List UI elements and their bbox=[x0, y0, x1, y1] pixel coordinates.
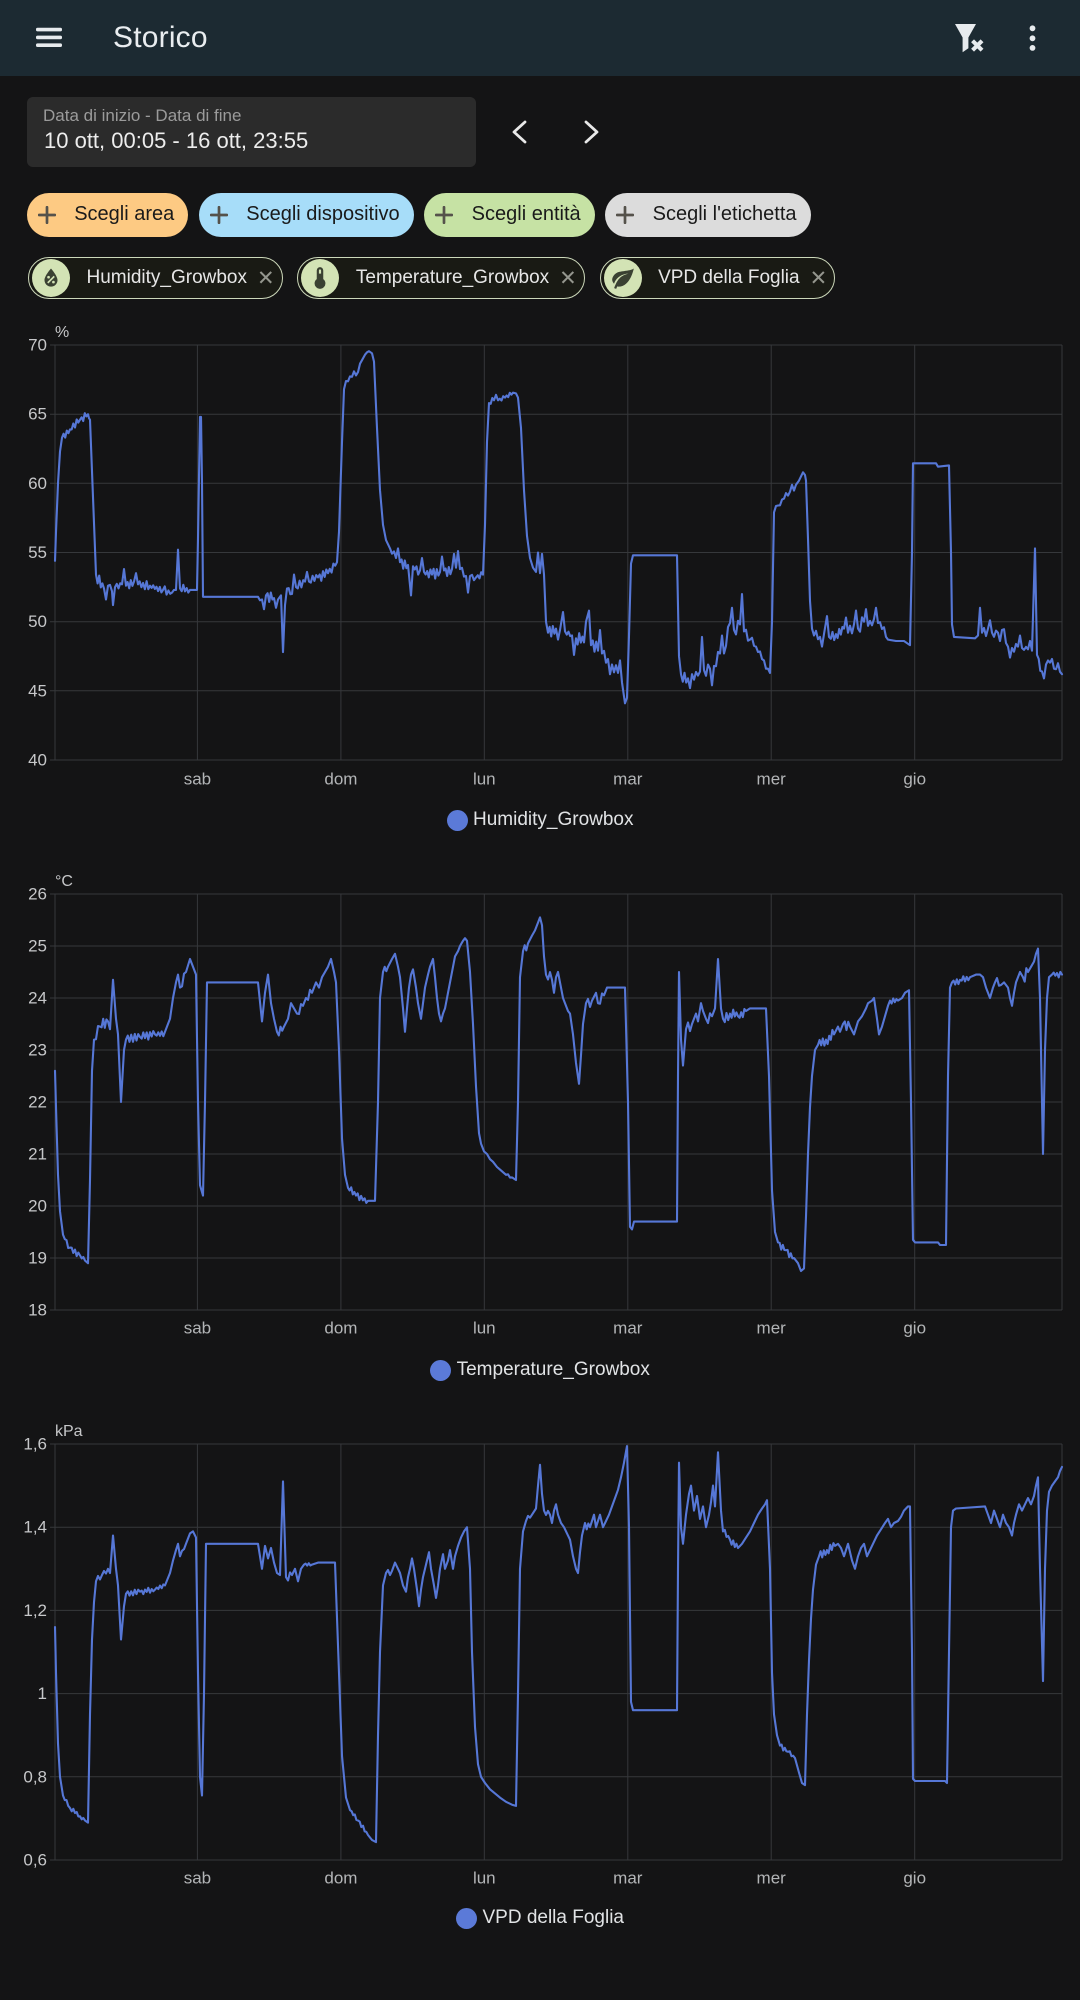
svg-text:25: 25 bbox=[28, 937, 47, 956]
svg-text:1,2: 1,2 bbox=[23, 1601, 47, 1620]
svg-text:1,6: 1,6 bbox=[23, 1435, 47, 1454]
svg-text:dom: dom bbox=[324, 770, 357, 789]
svg-text:mar: mar bbox=[613, 1319, 643, 1338]
svg-text:sab: sab bbox=[184, 770, 211, 789]
svg-text:gio: gio bbox=[903, 1869, 926, 1888]
svg-text:%: % bbox=[55, 324, 69, 341]
svg-text:°C: °C bbox=[55, 873, 73, 890]
svg-text:sab: sab bbox=[184, 1869, 211, 1888]
svg-text:60: 60 bbox=[28, 474, 47, 493]
svg-text:40: 40 bbox=[28, 751, 47, 770]
svg-text:gio: gio bbox=[903, 1319, 926, 1338]
svg-text:55: 55 bbox=[28, 543, 47, 562]
svg-text:0,6: 0,6 bbox=[23, 1851, 47, 1870]
svg-text:kPa: kPa bbox=[55, 1423, 83, 1440]
svg-text:1: 1 bbox=[38, 1684, 47, 1703]
svg-text:21: 21 bbox=[28, 1145, 47, 1164]
svg-text:mer: mer bbox=[757, 1319, 787, 1338]
svg-text:22: 22 bbox=[28, 1093, 47, 1112]
svg-text:23: 23 bbox=[28, 1041, 47, 1060]
svg-text:19: 19 bbox=[28, 1249, 47, 1268]
svg-text:45: 45 bbox=[28, 681, 47, 700]
svg-text:lun: lun bbox=[473, 1869, 496, 1888]
svg-text:dom: dom bbox=[324, 1319, 357, 1338]
svg-text:65: 65 bbox=[28, 405, 47, 424]
svg-text:mer: mer bbox=[757, 770, 787, 789]
svg-text:dom: dom bbox=[324, 1869, 357, 1888]
svg-text:lun: lun bbox=[473, 770, 496, 789]
svg-text:sab: sab bbox=[184, 1319, 211, 1338]
svg-text:0,8: 0,8 bbox=[23, 1767, 47, 1786]
svg-text:1,4: 1,4 bbox=[23, 1518, 47, 1537]
svg-text:24: 24 bbox=[28, 989, 47, 1008]
svg-text:mar: mar bbox=[613, 770, 643, 789]
svg-text:18: 18 bbox=[28, 1301, 47, 1320]
svg-text:70: 70 bbox=[28, 336, 47, 355]
svg-text:mer: mer bbox=[757, 1869, 787, 1888]
svg-text:20: 20 bbox=[28, 1197, 47, 1216]
svg-text:lun: lun bbox=[473, 1319, 496, 1338]
svg-text:gio: gio bbox=[903, 770, 926, 789]
svg-text:mar: mar bbox=[613, 1869, 643, 1888]
svg-text:26: 26 bbox=[28, 885, 47, 904]
svg-text:50: 50 bbox=[28, 612, 47, 631]
